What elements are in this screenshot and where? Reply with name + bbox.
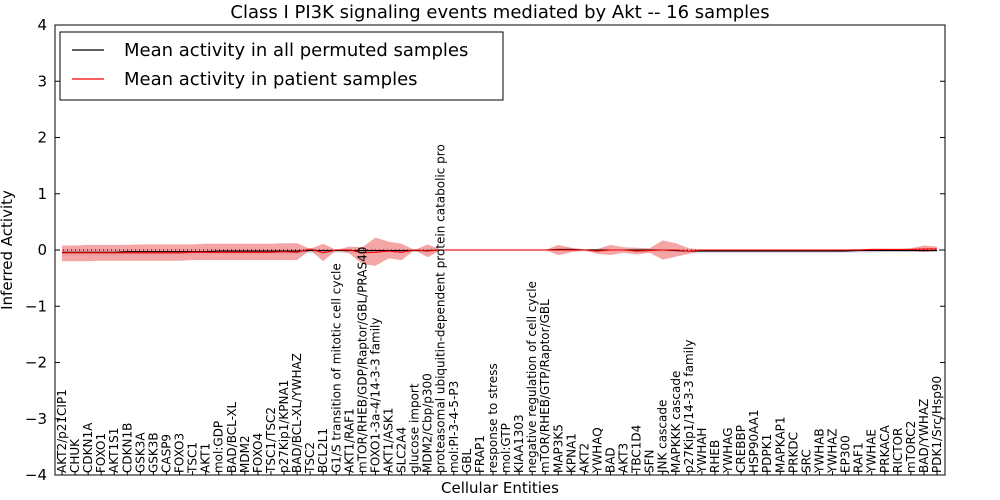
x-tick-label: negative regulation of cell cycle bbox=[525, 281, 539, 473]
x-tick-label: BAD/YWHAZ bbox=[917, 399, 931, 473]
lines-layer bbox=[55, 248, 945, 254]
y-tick-label: 2 bbox=[37, 129, 47, 147]
plot-frame bbox=[54, 24, 946, 476]
x-tick-label: PDK1/Src/Hsp90 bbox=[930, 376, 944, 473]
x-tick-label: FOXO1 bbox=[94, 433, 108, 473]
patient-mean-line bbox=[62, 248, 937, 254]
x-tick-label: GBL bbox=[460, 448, 474, 473]
x-tick-label: RAF1 bbox=[852, 442, 866, 473]
y-tick-label: 3 bbox=[37, 72, 47, 90]
x-tick-label: YWHAQ bbox=[590, 427, 604, 474]
x-tick-label: CASP9 bbox=[159, 434, 173, 473]
x-tick-label: CDKN1B bbox=[120, 423, 134, 473]
x-tick-label: p27Kip1/14-3-3 family bbox=[682, 340, 696, 473]
x-axis: AKT2/p21CIP1 CHUK CDKN1A FOXO1 AKT1S1 CDKN1B G… bbox=[55, 144, 944, 475]
x-tick-label: YWHAE bbox=[865, 429, 879, 474]
x-tick-label: RHEB bbox=[708, 440, 722, 473]
x-tick-label: YWHAZ bbox=[826, 428, 840, 474]
x-tick-label: mTORC2 bbox=[904, 421, 918, 473]
x-tick-label: G1/S transition of mitotic cell cycle bbox=[329, 263, 343, 473]
x-tick-label: SLC2A4 bbox=[395, 427, 409, 473]
x-tick-label: MAP3K5 bbox=[551, 424, 565, 473]
x-tick-label: YWHAH bbox=[695, 428, 709, 474]
x-tick-label: YWHAB bbox=[812, 428, 826, 474]
x-tick-label: PRKACA bbox=[878, 424, 892, 473]
x-tick-label: AKT2 bbox=[577, 443, 591, 473]
x-tick-label: glucose import bbox=[408, 383, 422, 473]
legend-box bbox=[59, 31, 504, 101]
y-tick-label: 1 bbox=[37, 185, 47, 203]
patient-band bbox=[62, 237, 937, 266]
x-tick-label: KPNA1 bbox=[564, 433, 578, 473]
y-tick-label: −4 bbox=[25, 466, 47, 484]
y-tick-label: −2 bbox=[25, 354, 47, 372]
x-tick-label: mTOR/RHEB/GTP/Raptor/GBL bbox=[538, 299, 552, 473]
x-tick-label: CDKN1A bbox=[81, 422, 95, 473]
x-axis-title: Cellular Entities bbox=[441, 479, 559, 497]
x-tick-label: CHUK bbox=[68, 438, 82, 473]
x-tick-label: CREBBP bbox=[734, 425, 748, 473]
x-tick-label: BCL2L1 bbox=[316, 428, 330, 473]
x-tick-label: KIAA1303 bbox=[512, 414, 526, 473]
x-tick-label: response to stress bbox=[486, 363, 500, 473]
chart-title: Class I PI3K signaling events mediated b… bbox=[230, 2, 769, 23]
x-tick-label: FOXO3 bbox=[173, 433, 187, 473]
x-tick-label: mol:PI-3-4-5-P3 bbox=[447, 381, 461, 473]
x-tick-label: RICTOR bbox=[891, 428, 905, 473]
x-tick-label: mol:GDP bbox=[212, 421, 226, 473]
x-tick-label: TSC2 bbox=[303, 442, 317, 474]
x-tick-label: FOXO1-3a-4/14-3-3 family bbox=[368, 317, 382, 473]
x-tick-label: FRAP1 bbox=[473, 435, 487, 473]
x-tick-label: JNK cascade bbox=[656, 400, 670, 474]
y-axis: −4 −3 −2 −1 0 1 2 3 4 bbox=[25, 16, 945, 484]
x-tick-label: MDM2/Cbp/p300 bbox=[421, 373, 435, 473]
x-tick-label: PDPK1 bbox=[760, 434, 774, 473]
x-tick-label: p27Kip1/KPNA1 bbox=[277, 380, 291, 473]
legend: Mean activity in all permuted samples Me… bbox=[59, 31, 504, 101]
x-tick-label: HSP90AA1 bbox=[747, 409, 761, 473]
x-tick-label: MAPKAP1 bbox=[773, 416, 787, 473]
x-tick-label: AKT2/p21CIP1 bbox=[55, 389, 69, 473]
x-tick-label: MAPKKK cascade bbox=[669, 371, 683, 473]
x-tick-label: AKT1S1 bbox=[107, 428, 121, 473]
x-tick-label: TSC1/TSC2 bbox=[264, 407, 278, 474]
x-tick-label: mol:GTP bbox=[499, 423, 513, 473]
x-tick-label: EP300 bbox=[839, 435, 853, 473]
x-tick-label: TSC1 bbox=[186, 442, 200, 474]
y-axis-title: Inferred Activity bbox=[0, 190, 16, 310]
y-tick-label: 0 bbox=[37, 241, 47, 259]
x-tick-label: AKT1 bbox=[199, 443, 213, 473]
x-tick-label: BAD bbox=[604, 447, 618, 473]
y-tick-label: −1 bbox=[25, 297, 47, 315]
x-tick-label: AKT1/RAF1 bbox=[342, 408, 356, 473]
x-tick-label: AKT3 bbox=[617, 443, 631, 473]
x-tick-label: SRC bbox=[799, 449, 813, 473]
x-tick-label: MDM2 bbox=[238, 435, 252, 473]
legend-label-patient: Mean activity in patient samples bbox=[124, 69, 418, 90]
x-tick-label: SFN bbox=[643, 450, 657, 474]
x-tick-label: mTOR/RHEB/GDP/Raptor/GBL/PRAS40 bbox=[355, 247, 369, 473]
y-tick-label: −3 bbox=[25, 410, 47, 428]
y-tick-label: 4 bbox=[37, 16, 47, 34]
x-tick-label: YWHAG bbox=[721, 427, 735, 474]
x-tick-label: FOXO4 bbox=[251, 433, 265, 473]
x-tick-label: PRKDC bbox=[786, 432, 800, 473]
x-tick-label: GSK3A bbox=[133, 432, 147, 473]
x-tick-label: proteasomal ubiquitin-dependent protein … bbox=[434, 144, 448, 473]
x-tick-label: BAD/BCL-XL/YWHAZ bbox=[290, 353, 304, 473]
x-tick-label: GSK3B bbox=[146, 432, 160, 473]
x-tick-label: TBC1D4 bbox=[630, 425, 644, 474]
legend-label-permuted: Mean activity in all permuted samples bbox=[124, 40, 468, 61]
x-tick-label: AKT1/ASK1 bbox=[381, 408, 395, 473]
x-tick-label: BAD/BCL-XL bbox=[225, 401, 239, 473]
